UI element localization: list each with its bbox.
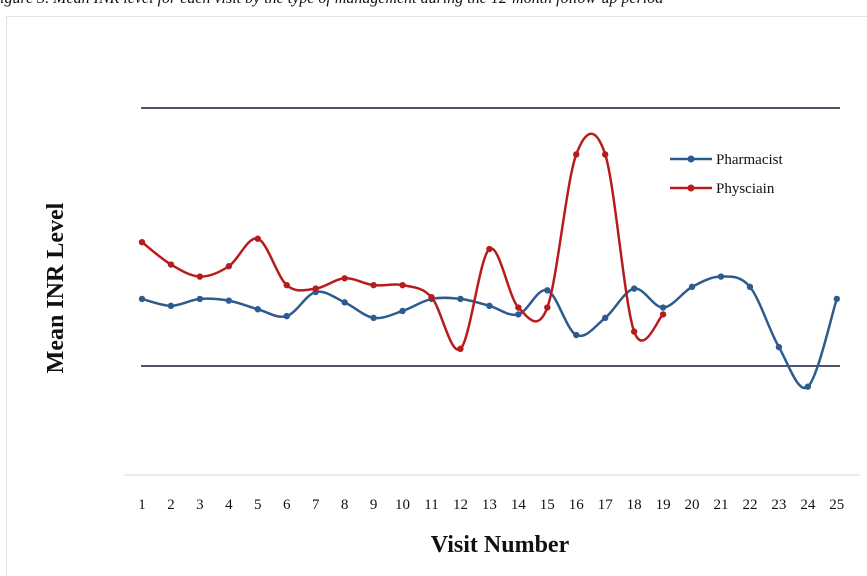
data-point-pharmacist-17: [602, 314, 609, 322]
data-point-physician-13: [486, 245, 493, 253]
data-point-pharmacist-9: [370, 314, 377, 322]
figure-caption: igure 3. Mean INR level for each visit b…: [0, 0, 867, 10]
x-tick-label-14: 14: [511, 497, 527, 513]
x-tick-label-23: 23: [771, 497, 786, 513]
series-line-physician: [141, 132, 665, 351]
legend-marker-physician: [687, 184, 695, 192]
data-point-physician-19: [659, 311, 667, 318]
x-axis-title: Visit Number: [431, 532, 570, 558]
x-tick-label-8: 8: [341, 497, 349, 513]
x-tick-label-24: 24: [800, 497, 816, 513]
y-axis-title: Mean INR Level: [43, 202, 69, 373]
data-point-physician-5: [254, 235, 261, 242]
x-tick-label-10: 10: [395, 497, 410, 513]
x-tick-labels: 1 2 3 4 5 6 7 8 9 10 11 12 13 14 15 16 17 18 19 20 21 22 23 24 2…: [138, 497, 844, 513]
data-point-pharmacist-25: [833, 295, 840, 303]
data-point-pharmacist-3: [196, 295, 204, 303]
data-point-physician-11: [428, 294, 435, 301]
data-point-physician-6: [283, 281, 290, 289]
x-tick-label-1: 1: [138, 497, 146, 513]
data-point-physician-3: [196, 273, 204, 280]
series-physician: [138, 132, 667, 352]
data-point-physician-18: [630, 328, 638, 335]
x-tick-label-21: 21: [714, 497, 729, 513]
data-point-physician-9: [370, 281, 377, 289]
x-tick-label-12: 12: [453, 497, 468, 513]
series-line-pharmacist: [141, 275, 838, 390]
data-point-pharmacist-15: [544, 287, 551, 294]
chart-frame: [6, 16, 867, 576]
series-pharmacist: [138, 273, 840, 390]
x-tick-label-6: 6: [283, 497, 291, 513]
data-point-pharmacist-4: [225, 297, 233, 304]
data-point-pharmacist-18: [630, 285, 638, 292]
data-point-physician-14: [515, 304, 522, 311]
legend-item-pharmacist: Pharmacist: [670, 152, 783, 168]
data-point-physician-7: [312, 285, 319, 292]
x-tick-label-15: 15: [540, 497, 555, 513]
data-point-pharmacist-20: [688, 283, 696, 291]
data-point-pharmacist-5: [254, 306, 261, 313]
x-tick-label-22: 22: [742, 497, 757, 513]
data-point-pharmacist-23: [775, 343, 783, 351]
data-point-physician-17: [602, 151, 609, 158]
data-point-physician-12: [457, 345, 464, 352]
data-point-physician-8: [341, 275, 348, 282]
data-point-pharmacist-14: [515, 311, 522, 318]
legend-label-pharmacist: Pharmacist: [716, 152, 783, 168]
x-tick-label-4: 4: [225, 497, 233, 513]
data-point-pharmacist-8: [341, 299, 348, 306]
x-tick-label-20: 20: [685, 497, 700, 513]
x-tick-label-16: 16: [569, 497, 585, 513]
x-tick-label-7: 7: [312, 497, 320, 513]
data-point-pharmacist-12: [457, 295, 464, 303]
legend: Pharmacist Physciain: [670, 152, 783, 197]
x-tick-label-11: 11: [424, 497, 438, 513]
series-layer: [138, 132, 840, 390]
data-point-pharmacist-22: [746, 283, 754, 291]
x-tick-label-3: 3: [196, 497, 204, 513]
data-point-pharmacist-1: [138, 295, 146, 303]
data-point-physician-1: [138, 238, 146, 246]
x-tick-label-13: 13: [482, 497, 497, 513]
legend-marker-pharmacist: [687, 155, 695, 163]
data-point-physician-15: [544, 304, 551, 311]
data-point-pharmacist-10: [399, 307, 406, 315]
data-point-physician-16: [573, 151, 580, 158]
x-tick-label-19: 19: [656, 497, 671, 513]
x-tick-label-9: 9: [370, 497, 378, 513]
x-tick-label-2: 2: [167, 497, 175, 513]
data-point-pharmacist-6: [283, 312, 290, 320]
data-point-pharmacist-19: [659, 304, 667, 311]
data-point-physician-2: [167, 261, 175, 268]
x-tick-label-17: 17: [598, 497, 614, 513]
data-point-pharmacist-24: [804, 383, 812, 390]
reference-lines: [141, 107, 840, 367]
data-point-pharmacist-2: [167, 302, 175, 309]
data-point-pharmacist-16: [573, 331, 580, 339]
x-tick-label-5: 5: [254, 497, 262, 513]
data-point-physician-10: [399, 281, 406, 289]
data-point-pharmacist-21: [717, 273, 725, 280]
x-tick-label-18: 18: [627, 497, 642, 513]
legend-item-physician: Physciain: [670, 181, 775, 197]
data-point-physician-4: [225, 263, 233, 270]
x-tick-label-25: 25: [829, 497, 844, 513]
legend-label-physician: Physciain: [716, 181, 775, 197]
data-point-pharmacist-13: [486, 302, 493, 309]
